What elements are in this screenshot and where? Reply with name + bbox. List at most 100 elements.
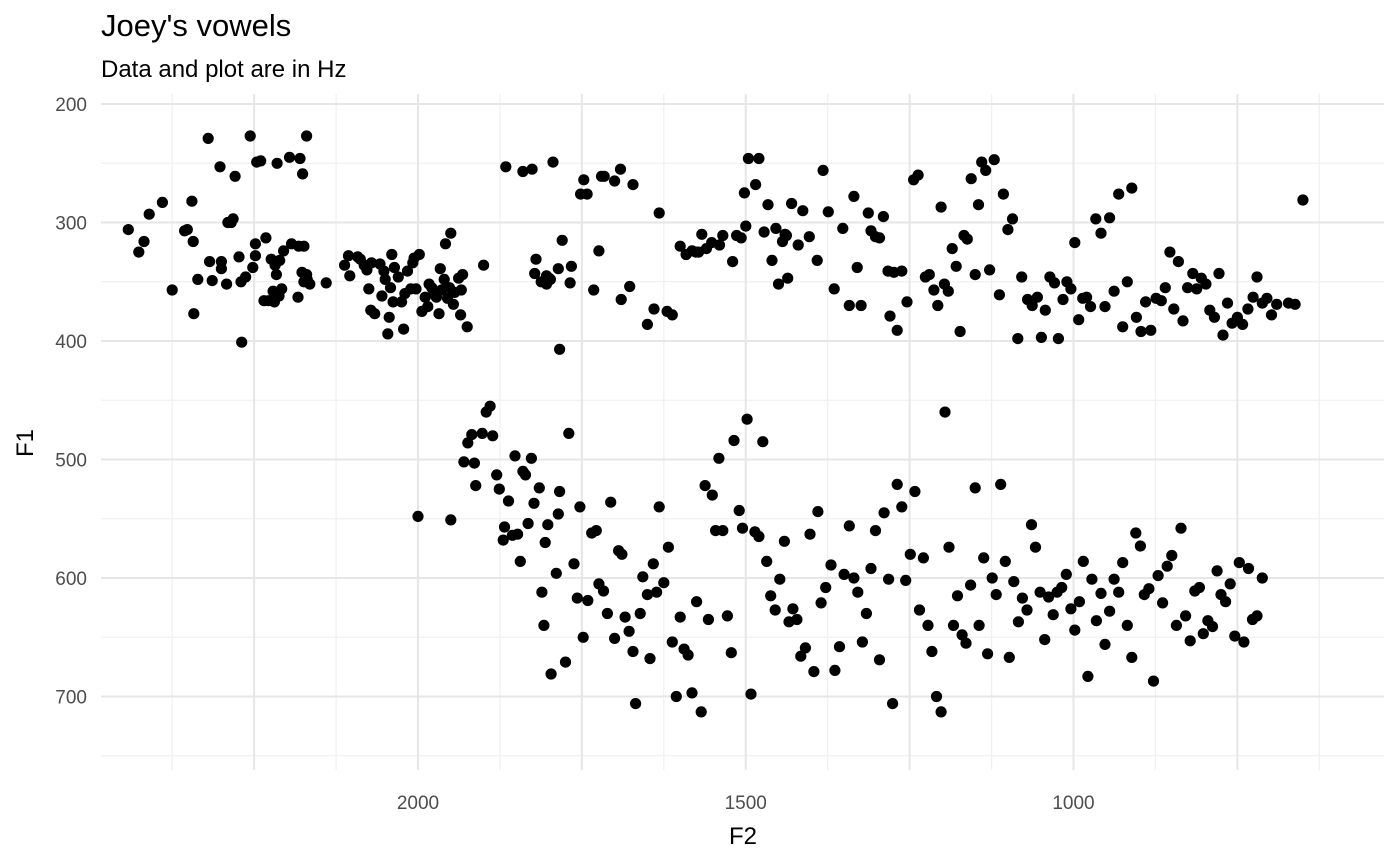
data-point (565, 260, 578, 272)
data-point (609, 175, 621, 187)
data-point (988, 154, 1000, 166)
data-point (1172, 256, 1184, 268)
data-point (651, 586, 663, 598)
data-point (342, 250, 355, 262)
data-point (514, 555, 526, 568)
y-axis-ticks: 200 300 400 500 600 700 (55, 95, 87, 709)
data-point (582, 594, 594, 607)
data-point (627, 179, 639, 191)
data-point (478, 259, 490, 271)
data-point (249, 250, 261, 262)
data-point (1016, 592, 1028, 604)
data-point (939, 406, 951, 418)
data-point (761, 555, 773, 568)
data-point (292, 291, 304, 303)
data-point (696, 228, 708, 240)
data-point (713, 239, 726, 251)
data-point (1104, 212, 1116, 224)
data-point (758, 226, 770, 238)
data-point (1256, 572, 1268, 584)
data-point (1289, 298, 1301, 310)
data-point (1261, 292, 1273, 304)
data-point (811, 254, 823, 266)
data-point (517, 165, 529, 178)
data-point (904, 548, 916, 560)
data-point (1034, 586, 1046, 598)
data-point (461, 321, 473, 333)
data-point (828, 283, 840, 295)
data-point (422, 301, 434, 313)
data-point (637, 571, 649, 583)
data-point (249, 238, 261, 250)
data-point (369, 308, 381, 320)
data-point (1069, 237, 1081, 249)
data-point (641, 589, 654, 601)
data-point (1057, 293, 1069, 306)
data-point (122, 224, 134, 236)
major-gridlines (101, 94, 1384, 770)
y-axis-label: F1 (12, 429, 39, 457)
data-point (528, 497, 540, 509)
data-point (787, 603, 799, 615)
data-point (413, 248, 425, 261)
data-point (662, 541, 675, 553)
data-point (339, 259, 351, 271)
data-point (1035, 331, 1047, 343)
data-point (455, 309, 467, 321)
data-point (619, 611, 631, 623)
data-point (682, 649, 694, 661)
data-point (843, 520, 855, 532)
data-point (887, 698, 899, 710)
data-point (1025, 519, 1038, 531)
data-point (568, 558, 580, 570)
data-point (769, 604, 781, 616)
data-point (891, 324, 903, 336)
data-point (1090, 213, 1102, 225)
data-point (774, 573, 786, 585)
data-point (509, 450, 521, 462)
data-point (552, 508, 564, 520)
data-point (1191, 283, 1203, 295)
data-point (297, 168, 309, 180)
data-point (923, 269, 935, 281)
data-point (438, 273, 450, 285)
data-point (564, 277, 576, 289)
data-point (384, 282, 397, 294)
data-point (1117, 321, 1129, 333)
data-point (554, 343, 566, 355)
data-point (386, 248, 398, 261)
data-point (1117, 557, 1129, 569)
data-point (869, 525, 882, 537)
y-tick-label: 700 (55, 688, 87, 709)
data-point (980, 164, 992, 176)
data-point (717, 229, 729, 242)
data-point (1206, 621, 1219, 633)
data-point (873, 232, 886, 244)
data-point (398, 323, 410, 335)
data-point (1170, 619, 1182, 632)
data-point (615, 293, 627, 306)
data-point (713, 452, 725, 464)
data-point (812, 506, 824, 518)
data-point (236, 336, 248, 348)
data-point (950, 260, 962, 272)
data-point (542, 519, 554, 531)
data-point (187, 235, 199, 248)
data-point (942, 285, 954, 297)
data-point (804, 528, 816, 540)
data-point (1208, 311, 1220, 323)
data-point (976, 156, 988, 168)
data-point (837, 222, 849, 234)
data-point (686, 687, 698, 699)
data-point (883, 573, 895, 585)
data-point (753, 530, 765, 543)
chart-subtitle: Data and plot are in Hz (101, 56, 347, 83)
data-point (1168, 303, 1180, 315)
data-point (581, 188, 593, 200)
data-point (848, 572, 860, 584)
data-point (717, 525, 729, 537)
data-point (247, 261, 259, 274)
data-point (392, 271, 404, 283)
data-point (1126, 182, 1138, 194)
data-point (851, 261, 863, 274)
